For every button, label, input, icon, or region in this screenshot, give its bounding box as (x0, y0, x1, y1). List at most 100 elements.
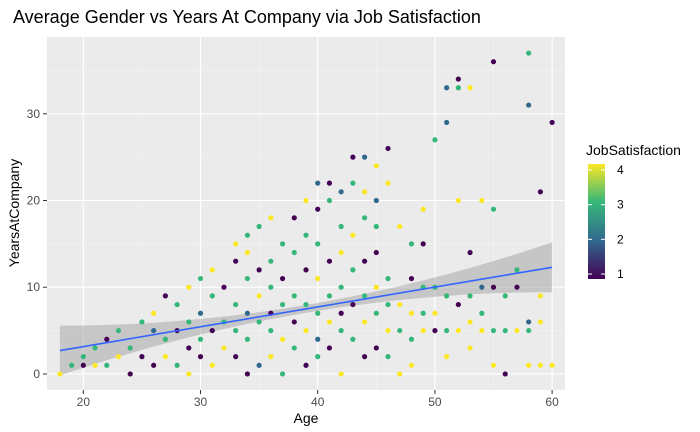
data-point (244, 371, 251, 377)
x-tick-label: 20 (77, 395, 91, 409)
chart-title: Average Gender vs Years At Company via J… (13, 7, 481, 27)
y-tick-label: 10 (27, 280, 41, 294)
colorbar-tick-label: 4 (617, 163, 624, 177)
data-point (221, 345, 227, 351)
data-point (397, 327, 403, 334)
data-point (385, 354, 391, 360)
data-point (186, 319, 192, 325)
data-point (174, 301, 180, 308)
data-point (526, 102, 532, 108)
data-point (303, 327, 309, 334)
data-point (397, 223, 403, 230)
data-point (514, 267, 520, 273)
data-point (408, 362, 415, 368)
data-point (373, 223, 379, 230)
data-point (361, 258, 368, 264)
colorbar-tick-label: 2 (617, 232, 624, 246)
data-point (197, 310, 204, 316)
data-point (455, 301, 461, 308)
data-point (479, 327, 485, 334)
x-tick-label: 40 (311, 395, 325, 409)
data-point (526, 362, 532, 368)
data-point (537, 189, 543, 195)
data-point (338, 249, 344, 256)
data-point (279, 301, 286, 308)
data-point (151, 327, 157, 334)
x-tick-label: 60 (545, 395, 559, 409)
data-point (244, 310, 251, 316)
data-point (268, 327, 274, 334)
data-point (268, 284, 274, 290)
data-point (350, 301, 356, 308)
regression-line (59, 266, 553, 352)
data-point (209, 362, 215, 368)
data-point (279, 275, 286, 282)
y-tick-label: 30 (27, 107, 41, 121)
data-point (514, 284, 520, 290)
data-point (408, 275, 415, 282)
legend-title: JobSatisfaction (586, 142, 681, 158)
data-point (467, 293, 473, 299)
data-point (444, 354, 450, 360)
data-point (291, 249, 297, 256)
data-point (420, 310, 426, 316)
data-point (444, 119, 450, 126)
data-point (197, 336, 204, 342)
y-axis-title: YearsAtCompany (6, 159, 22, 267)
data-point (526, 50, 532, 56)
data-point (385, 275, 391, 282)
colorbar-tick-label: 3 (617, 198, 624, 212)
data-point (361, 293, 368, 299)
data-point (490, 206, 497, 212)
data-point (479, 197, 485, 204)
data-point (537, 319, 543, 325)
data-point (244, 232, 251, 238)
data-point (233, 301, 239, 308)
y-tick-label: 0 (33, 367, 40, 381)
data-point (291, 345, 297, 351)
data-point (256, 293, 262, 299)
data-point (385, 145, 391, 152)
data-point (479, 310, 485, 316)
data-point (502, 371, 508, 377)
data-point (361, 154, 368, 160)
data-point (197, 354, 204, 360)
data-point (455, 327, 461, 334)
data-point (303, 267, 309, 273)
data-point (549, 362, 555, 368)
data-point (373, 249, 379, 256)
data-point (338, 223, 344, 230)
data-point (490, 284, 497, 290)
data-point (373, 163, 379, 169)
data-point (315, 336, 321, 342)
data-point (92, 362, 98, 368)
data-point (490, 362, 497, 368)
data-point (467, 345, 473, 351)
data-point (502, 327, 508, 334)
data-point (315, 206, 321, 212)
data-point (385, 327, 391, 334)
data-point (139, 354, 145, 360)
data-point (315, 275, 321, 282)
data-point (162, 336, 168, 342)
x-axis-title: Age (294, 410, 319, 426)
data-point (186, 345, 192, 351)
data-point (338, 310, 344, 316)
colorbar-ticks: 1 2 3 4 (588, 163, 624, 281)
data-point (444, 85, 450, 91)
data-point (350, 336, 356, 342)
data-point (209, 267, 215, 273)
data-point (256, 362, 262, 368)
data-point (338, 189, 344, 195)
data-point (197, 275, 204, 282)
data-point (338, 284, 344, 290)
data-point (233, 258, 239, 264)
data-point (526, 319, 532, 325)
data-point (256, 319, 262, 325)
data-point (502, 293, 508, 299)
data-point (209, 293, 215, 299)
colorbar-tick-label: 1 (617, 267, 624, 281)
data-point (244, 275, 251, 282)
data-point (420, 206, 426, 212)
